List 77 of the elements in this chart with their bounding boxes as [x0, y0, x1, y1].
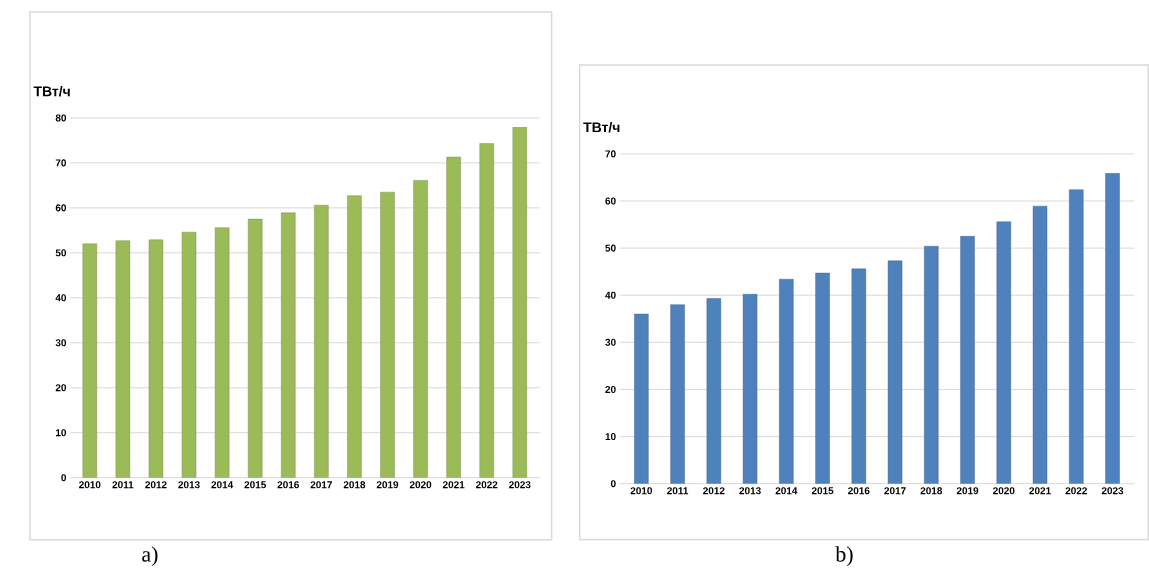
bar — [115, 240, 131, 478]
bar — [706, 298, 722, 484]
y-tick-label: 60 — [55, 204, 67, 212]
y-tick-label: 50 — [55, 249, 67, 257]
bar — [512, 127, 528, 478]
bar — [742, 294, 758, 484]
x-tick-label: 2013 — [178, 481, 200, 489]
y-tick-label: 30 — [605, 339, 616, 347]
y-axis-title: ТВт/ч — [583, 122, 620, 133]
y-tick-label: 60 — [605, 197, 616, 205]
y-tick-label: 10 — [605, 433, 616, 441]
x-tick-label: 2010 — [79, 481, 101, 489]
bar — [82, 243, 97, 478]
x-tick-label: 2016 — [277, 481, 299, 489]
x-tick-label: 2022 — [1065, 487, 1087, 495]
x-tick-label: 2010 — [630, 487, 653, 495]
bar — [815, 273, 830, 484]
bar — [248, 219, 263, 478]
x-tick-label: 2017 — [884, 487, 906, 495]
bar — [148, 239, 164, 478]
x-tick-label: 2013 — [739, 487, 761, 495]
bar — [960, 236, 975, 484]
y-tick-label: 70 — [605, 150, 616, 158]
x-tick-label: 2020 — [993, 487, 1015, 495]
x-tick-label: 2019 — [376, 481, 399, 489]
x-tick-label: 2014 — [775, 487, 798, 495]
bar — [214, 227, 230, 478]
bar — [281, 212, 296, 478]
y-tick-label: 10 — [56, 429, 67, 437]
y-tick-label: 50 — [605, 244, 616, 252]
bar — [887, 260, 903, 484]
x-tick-label: 2016 — [848, 487, 870, 495]
x-tick-label: 2022 — [476, 481, 498, 489]
x-tick-label: 2018 — [343, 481, 366, 489]
x-tick-label: 2019 — [956, 487, 979, 495]
bar — [634, 314, 649, 484]
x-tick-label: 2023 — [1101, 487, 1124, 495]
bar — [446, 157, 461, 478]
bar — [479, 143, 494, 478]
y-tick-label: 30 — [55, 339, 67, 347]
y-tick-label: 0 — [61, 474, 67, 482]
y-tick-label: 70 — [55, 159, 67, 167]
x-tick-label: 2023 — [509, 481, 531, 489]
x-tick-label: 2015 — [811, 487, 834, 495]
x-tick-label: 2020 — [409, 481, 432, 489]
x-tick-label: 2021 — [442, 481, 465, 489]
x-tick-label: 2012 — [703, 487, 725, 495]
bar — [380, 192, 395, 478]
y-tick-label: 20 — [605, 386, 616, 394]
bar — [996, 221, 1011, 484]
x-tick-label: 2011 — [112, 481, 134, 489]
bar — [413, 180, 428, 478]
bar — [181, 232, 197, 478]
bar — [851, 268, 867, 484]
y-tick-label: 20 — [55, 384, 67, 392]
x-tick-label: 2014 — [211, 481, 234, 489]
x-tick-label: 2017 — [310, 481, 332, 489]
y-tick-label: 0 — [610, 480, 616, 488]
bar — [314, 205, 329, 478]
bar — [1032, 206, 1048, 484]
text: a) — [142, 546, 158, 567]
bar — [1069, 189, 1084, 484]
y-tick-label: 80 — [55, 114, 67, 122]
bar — [779, 279, 794, 484]
x-tick-label: 2021 — [1029, 487, 1051, 495]
y-tick-label: 40 — [605, 291, 616, 299]
y-tick-label: 40 — [55, 294, 67, 302]
text: b) — [835, 546, 853, 567]
bar — [1105, 173, 1120, 484]
x-tick-label: 2015 — [244, 481, 266, 489]
y-axis-title: ТВт/ч — [33, 86, 70, 97]
x-tick-label: 2018 — [920, 487, 943, 495]
bar — [347, 195, 362, 478]
x-tick-label: 2011 — [667, 487, 689, 495]
bar — [924, 246, 939, 484]
bar — [670, 304, 685, 484]
x-tick-label: 2012 — [145, 481, 167, 489]
